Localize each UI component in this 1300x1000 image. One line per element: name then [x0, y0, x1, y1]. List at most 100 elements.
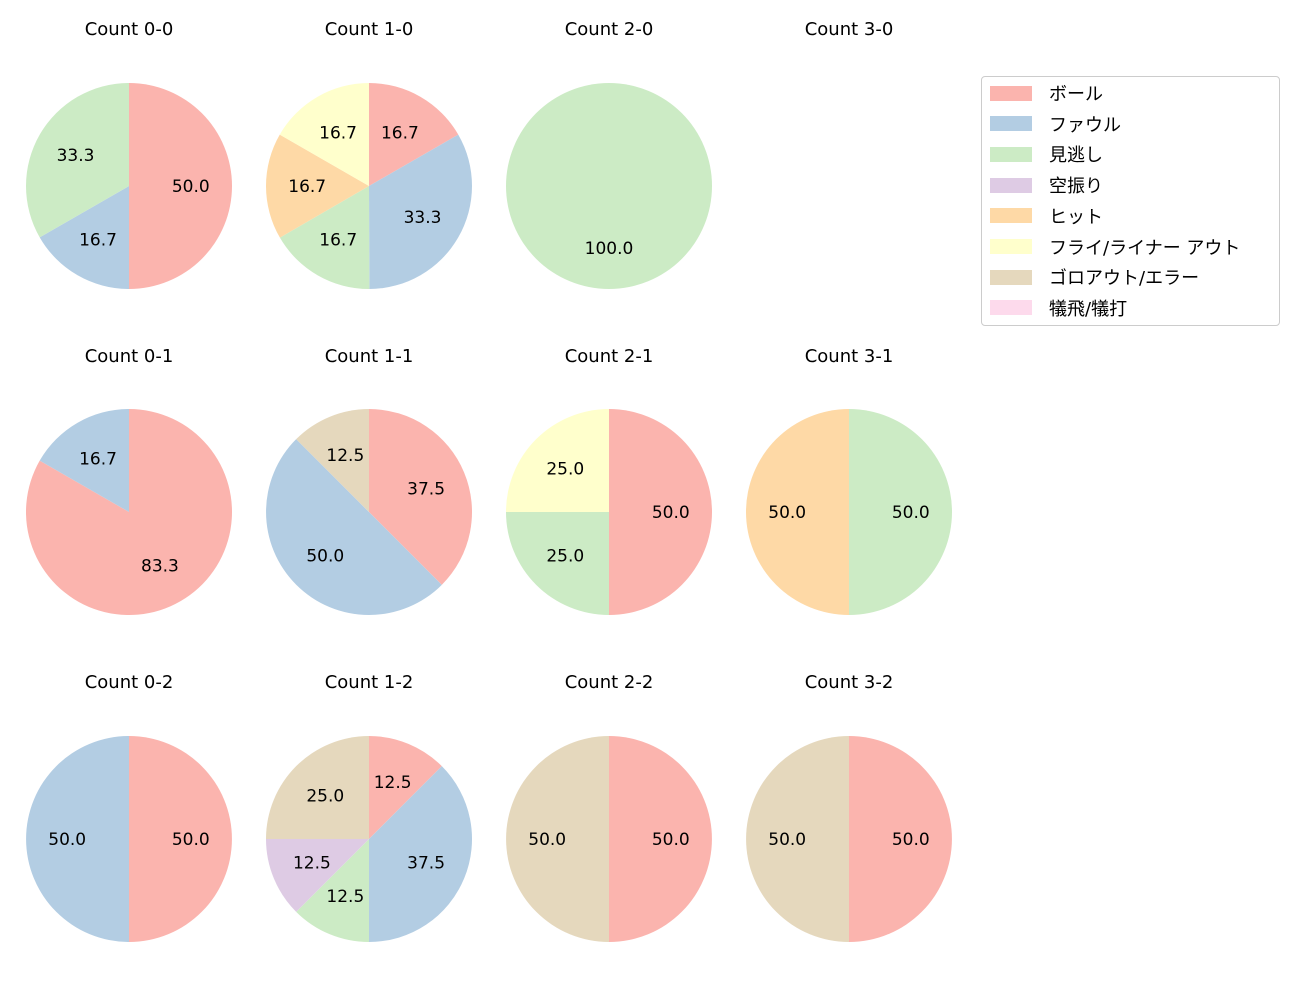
pie-chart: Count 2-2 50.0 50.0 [506, 672, 712, 942]
slice-label: 12.5 [293, 854, 331, 874]
slice-label: 50.0 [172, 177, 210, 197]
pie-slice [849, 736, 952, 942]
pie-slice [266, 134, 369, 238]
slice-label: 50.0 [768, 503, 806, 523]
legend-swatch [990, 177, 1032, 193]
slice-label: 37.5 [407, 479, 445, 499]
pie-slice [296, 409, 369, 512]
pie-slice [26, 736, 129, 942]
pie-slice [266, 736, 369, 839]
pie-slice [506, 512, 609, 615]
legend-label: フライ/ライナー アウト [1049, 237, 1241, 259]
slice-label: 12.5 [326, 887, 364, 907]
pie-slice [39, 409, 129, 512]
pie-slice [279, 186, 370, 289]
legend-label: 空振り [1049, 176, 1103, 198]
pie-chart: Count 1-2 12.5 37.5 12.5 12.5 25.0 [266, 672, 472, 942]
slice-label: 25.0 [306, 786, 344, 806]
legend-label: ゴロアウト/エラー [1049, 268, 1200, 290]
pie-slice [129, 83, 232, 289]
legend-item: 犠飛/犠打 [990, 298, 1128, 320]
slice-label: 50.0 [892, 503, 930, 523]
slice-label: 12.5 [326, 446, 364, 466]
legend-label: ヒット [1049, 206, 1103, 228]
slice-label: 25.0 [546, 459, 584, 479]
pie-chart: Count 1-1 37.5 50.0 12.5 [266, 346, 472, 615]
slice-label: 50.0 [652, 830, 690, 850]
legend-swatch [990, 85, 1032, 101]
legend-item: 空振り [990, 175, 1103, 198]
pie-slice [746, 409, 849, 615]
pie-slice [369, 766, 472, 942]
slice-label: 50.0 [48, 830, 86, 850]
slice-label: 50.0 [306, 547, 344, 567]
pie-slice [369, 134, 472, 289]
slice-label: 50.0 [892, 830, 930, 850]
pie-title: Count 1-0 [325, 19, 414, 40]
slice-label: 16.7 [79, 450, 117, 470]
legend-item: ファウル [990, 114, 1121, 136]
pie-title: Count 3-0 [805, 19, 894, 40]
legend-label: 犠飛/犠打 [1049, 298, 1128, 320]
pie-slice [39, 186, 129, 289]
legend-label: ファウル [1049, 114, 1121, 136]
slice-label: 12.5 [374, 773, 412, 793]
pie-title: Count 0-0 [85, 19, 174, 40]
legend-item: 見逃し [990, 144, 1103, 167]
legend-item: フライ/ライナー アウト [990, 237, 1241, 259]
slice-label: 50.0 [768, 830, 806, 850]
pie-slice [369, 83, 459, 186]
pie-slice [129, 736, 232, 942]
pie-slice [25, 83, 129, 238]
slice-label: 83.3 [141, 556, 179, 576]
slice-label: 50.0 [528, 830, 566, 850]
legend-swatch [990, 239, 1032, 254]
pie-slice [296, 839, 369, 942]
pie-chart: Count 0-0 50.0 16.7 33.3 [25, 19, 232, 289]
pie-slice [746, 736, 849, 942]
slice-label: 100.0 [585, 239, 634, 259]
pie-title: Count 0-1 [85, 346, 174, 367]
pie-title: Count 1-2 [325, 672, 414, 693]
pie-slice [369, 736, 442, 839]
pie-slice [266, 839, 369, 912]
legend-swatch [990, 300, 1032, 316]
legend-item: ヒット [990, 206, 1103, 228]
slice-label: 25.0 [546, 547, 584, 567]
pie-title: Count 2-1 [565, 346, 654, 367]
pie-chart: Count 0-2 50.0 50.0 [26, 672, 232, 942]
pie-chart: Count 2-1 50.0 25.0 25.0 [506, 346, 712, 615]
legend: ボールファウル見逃し空振りヒットフライ/ライナー アウト ゴロアウト/エラー 犠飛/… [981, 76, 1280, 326]
pie-chart: Count 3-0 [805, 19, 894, 40]
pie-slice [609, 736, 712, 942]
legend-item: ボール [990, 83, 1103, 105]
pie-slice [279, 83, 369, 186]
slice-label: 16.7 [319, 123, 357, 143]
pie-slice [506, 409, 609, 512]
pie-slice [506, 83, 712, 289]
legend-swatch [990, 146, 1032, 162]
pie-chart: Count 2-0 100.0 [506, 19, 712, 289]
pie-slice [609, 409, 712, 615]
pie-chart: Count 3-1 50.0 50.0 [746, 346, 952, 615]
pie-slice [266, 439, 442, 615]
legend-label: 見逃し [1049, 145, 1103, 167]
pie-chart: Count 0-1 83.3 16.7 [25, 346, 232, 616]
legend-swatch [990, 269, 1032, 285]
legend-swatch [990, 116, 1032, 132]
pie-title: Count 2-2 [565, 672, 654, 693]
pie-slice [849, 409, 952, 615]
pie-slice [369, 409, 472, 585]
slice-label: 50.0 [172, 830, 210, 850]
pie-slice [506, 736, 609, 942]
slice-label: 50.0 [652, 503, 690, 523]
pie-chart: Count 3-2 50.0 50.0 [746, 672, 952, 942]
pie-title: Count 1-1 [325, 346, 414, 367]
legend-item: ゴロアウト/エラー [990, 267, 1200, 290]
legend-swatch [990, 208, 1032, 224]
slice-label: 33.3 [404, 208, 442, 228]
pie-title: Count 3-2 [805, 672, 894, 693]
pie-title: Count 2-0 [565, 19, 654, 40]
slice-label: 16.7 [381, 123, 419, 143]
